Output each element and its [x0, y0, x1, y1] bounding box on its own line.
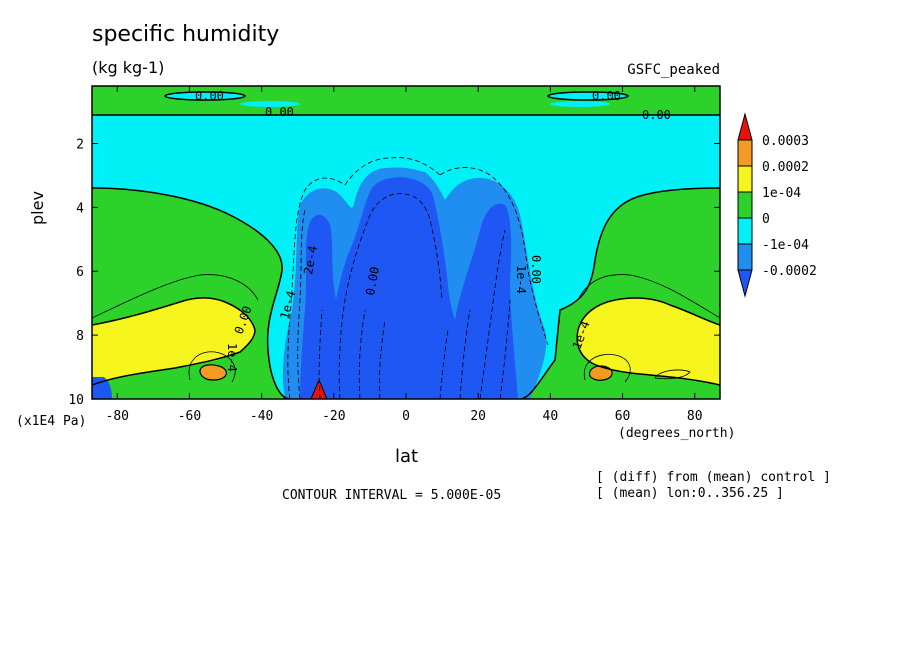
colorbar-label: 0.0003	[762, 134, 809, 149]
colorbar-segment	[737, 139, 753, 167]
x-tick-label: 0	[402, 409, 410, 424]
contour-label: 0.00	[642, 108, 671, 122]
colorbar-label: 0.0002	[762, 160, 809, 175]
y-tick-label: 8	[76, 329, 84, 344]
contour-lines-thin	[92, 274, 720, 383]
mean-note: [ (mean) lon:0..356.25 ]	[596, 486, 784, 501]
y-tick-label: 6	[76, 265, 84, 280]
x-axis-unit: (degrees_north)	[618, 426, 736, 441]
field-peak-right	[588, 365, 613, 381]
x-tick-label: -40	[250, 409, 273, 424]
upper-oval-right2	[550, 101, 610, 107]
colorbar-max-arrow	[737, 112, 753, 141]
contour-label: 1e-4	[225, 343, 239, 372]
colorbar-label: -1e-04	[762, 238, 809, 253]
colorbar-segment	[737, 217, 753, 245]
contour-label: 0.00	[265, 105, 294, 119]
contour-label: 0.00	[529, 255, 543, 284]
x-tick-label: -80	[106, 409, 129, 424]
x-tick-label: 20	[470, 409, 486, 424]
x-tick-label: 60	[615, 409, 631, 424]
upper-oval-left	[165, 92, 245, 100]
chart-title: specific humidity	[92, 22, 280, 47]
y-tick-label: 4	[76, 201, 84, 216]
model-label: GSFC_peaked	[627, 62, 720, 78]
field-pos-left	[92, 297, 255, 385]
x-tick-label: 80	[687, 409, 703, 424]
field-corner-left	[92, 377, 112, 399]
x-tick-label: -60	[178, 409, 201, 424]
upper-oval-right	[548, 92, 628, 100]
contour-label: 2e-4	[301, 245, 320, 276]
upper-oval-left2	[240, 101, 300, 107]
field-peak-left	[199, 364, 227, 381]
colorbar-min-arrow	[737, 269, 753, 298]
colorbar-label: 1e-04	[762, 186, 801, 201]
filled-contours	[92, 86, 720, 399]
x-tick-label: -20	[322, 409, 345, 424]
chart-units: (kg kg-1)	[92, 58, 165, 77]
colorbar-segment	[737, 191, 753, 219]
contour-label: 0.00	[195, 89, 224, 103]
colorbar-segment	[737, 243, 753, 271]
y-axis-unit: (x1E4 Pa)	[16, 414, 87, 429]
x-tick-label: 40	[543, 409, 559, 424]
axes: -80 -60 -40 -20 0 20 40 60 80 2 4 6 8 10	[68, 86, 720, 424]
contour-lines-dashed	[287, 157, 549, 399]
colorbar-segment	[737, 165, 753, 193]
contour-interval: CONTOUR INTERVAL = 5.000E-05	[282, 488, 502, 503]
colorbar-label: -0.0002	[762, 264, 817, 279]
contour-label: 0.00	[363, 266, 382, 297]
colorbar-label: 0	[762, 212, 770, 227]
field-pos-right	[577, 297, 720, 385]
diff-note: [ (diff) from (mean) control ]	[596, 470, 831, 485]
x-axis-label: lat	[395, 446, 419, 467]
colorbar: 0.0003 0.0002 1e-04 0 -1e-04 -0.0002	[737, 112, 817, 298]
contour-label: 1e-4	[514, 265, 528, 294]
field-neg-large	[300, 177, 518, 399]
contour-label: 0.00	[592, 89, 621, 103]
field-peak-red	[310, 378, 328, 399]
y-tick-label: 2	[76, 137, 84, 152]
y-tick-label: 10	[68, 393, 84, 408]
contour-lines	[92, 91, 720, 399]
